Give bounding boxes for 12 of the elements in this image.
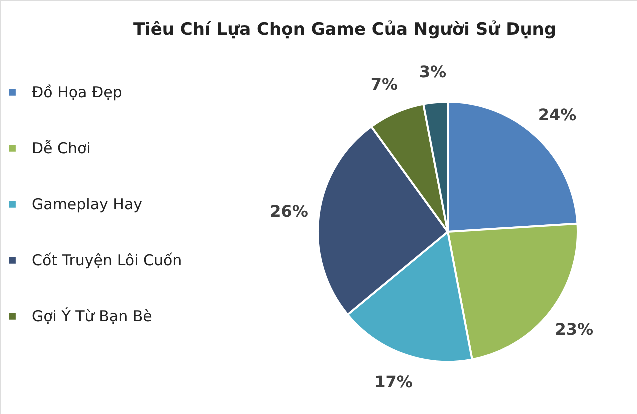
legend-label: Gameplay Hay xyxy=(32,196,143,214)
legend-label: Dễ Chơi xyxy=(32,140,91,158)
data-label: 23% xyxy=(555,320,594,340)
data-label: 26% xyxy=(270,202,308,221)
data-label: 7% xyxy=(370,75,398,94)
legend-label: Cốt Truyện Lôi Cuốn xyxy=(32,252,182,270)
data-label: 17% xyxy=(374,372,413,392)
chart-title: Tiêu Chí Lựa Chọn Game Của Người Sử Dụng xyxy=(133,20,557,40)
legend-label: Gợi Ý Từ Bạn Bè xyxy=(32,308,152,326)
data-label: 3% xyxy=(419,62,447,82)
legend-label: Đồ Họa Đẹp xyxy=(32,84,122,102)
data-label: 24% xyxy=(538,105,577,124)
